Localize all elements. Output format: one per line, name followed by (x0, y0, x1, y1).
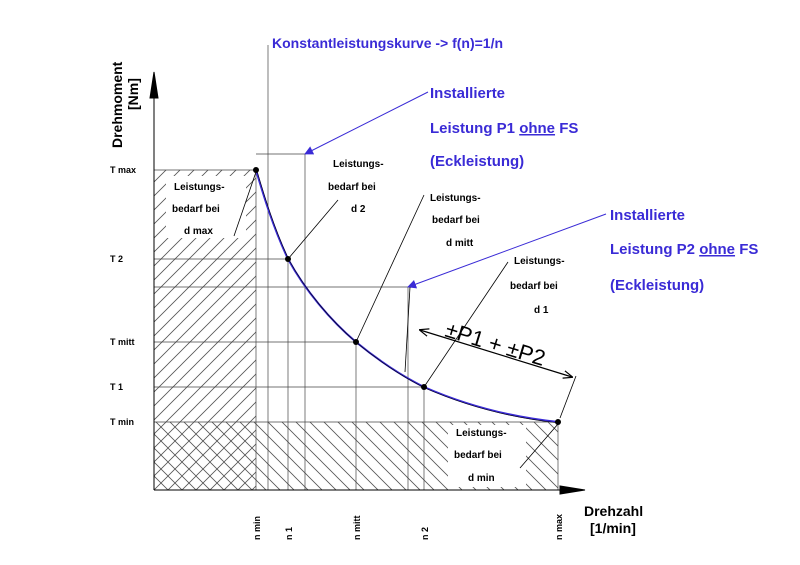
y-axis-title-line2: [Nm] (125, 78, 141, 110)
y-tick-tmitt: T mitt (110, 337, 135, 347)
svg-text:d 1: d 1 (534, 305, 549, 316)
p2-label-line2: Leistung P2 ohne FS (610, 241, 758, 258)
curve-points (253, 167, 561, 425)
axes (149, 71, 586, 495)
svg-text:d mitt: d mitt (446, 238, 474, 249)
svg-text:Leistungs-: Leistungs- (514, 256, 565, 267)
annotation-dmax: Leistungs- bedarf bei d max (166, 171, 257, 238)
x-axis-title: Drehzahl [1/min] (584, 503, 643, 536)
svg-text:bedarf bei: bedarf bei (454, 450, 502, 461)
y-tick-tmax: T max (110, 165, 136, 175)
grid-lines (154, 45, 559, 490)
x-axis-title-line2: [1/min] (590, 520, 636, 536)
svg-text:Leistungs-: Leistungs- (333, 159, 384, 170)
y-tick-t2: T 2 (110, 254, 123, 264)
svg-text:d 2: d 2 (351, 204, 366, 215)
svg-text:Leistungs-: Leistungs- (456, 428, 507, 439)
x-ticks: n min n 1 n mitt n 2 n max (252, 514, 564, 540)
p1-label-line2: Leistung P1 ohne FS (430, 120, 578, 137)
x-tick-n2: n 2 (420, 527, 430, 540)
p1-label: Installierte Leistung P1 ohne FS (Ecklei… (304, 85, 578, 170)
annotation-d1: Leistungs- bedarf bei d 1 (423, 256, 565, 388)
annotation-d2: Leistungs- bedarf bei d 2 (287, 159, 384, 260)
x-tick-nmax: n max (554, 514, 564, 540)
range-label: ±P1 + ±P2 (443, 317, 549, 371)
svg-text:d min: d min (468, 473, 495, 484)
x-tick-nmitt: n mitt (352, 516, 362, 541)
svg-text:d max: d max (184, 226, 213, 237)
y-axis-title: Drehmoment [Nm] (109, 61, 141, 148)
svg-text:bedarf bei: bedarf bei (510, 281, 558, 292)
svg-text:bedarf bei: bedarf bei (172, 204, 220, 215)
svg-text:Leistungs-: Leistungs- (174, 182, 225, 193)
p2-label-line1: Installierte (610, 207, 685, 224)
y-ticks: T max T 2 T mitt T 1 T min (110, 165, 136, 427)
p2-label-line3: (Eckleistung) (610, 277, 704, 294)
x-axis-title-line1: Drehzahl (584, 503, 643, 519)
svg-text:Leistungs-: Leistungs- (430, 193, 481, 204)
curve-title: Konstantleistungskurve -> f(n)=1/n (272, 35, 503, 51)
constant-power-curve (255, 169, 559, 423)
p2-label: Installierte Leistung P2 ohne FS (Ecklei… (407, 207, 758, 294)
p1-label-line3: (Eckleistung) (430, 153, 524, 170)
range-dimension: ±P1 + ±P2 (404, 286, 577, 419)
annotation-dmin: Leistungs- bedarf bei d min (448, 423, 559, 487)
y-axis-title-line1: Drehmoment (109, 61, 125, 148)
point-dmin (555, 419, 561, 425)
p1-label-line1: Installierte (430, 85, 505, 102)
x-tick-n1: n 1 (284, 527, 294, 540)
x-tick-nmin: n min (252, 516, 262, 540)
point-dmax (253, 167, 259, 173)
annotation-dmitt: Leistungs- bedarf bei d mitt (355, 193, 481, 343)
svg-text:bedarf bei: bedarf bei (432, 215, 480, 226)
y-tick-t1: T 1 (110, 382, 123, 392)
y-tick-tmin: T min (110, 417, 134, 427)
svg-text:bedarf bei: bedarf bei (328, 182, 376, 193)
